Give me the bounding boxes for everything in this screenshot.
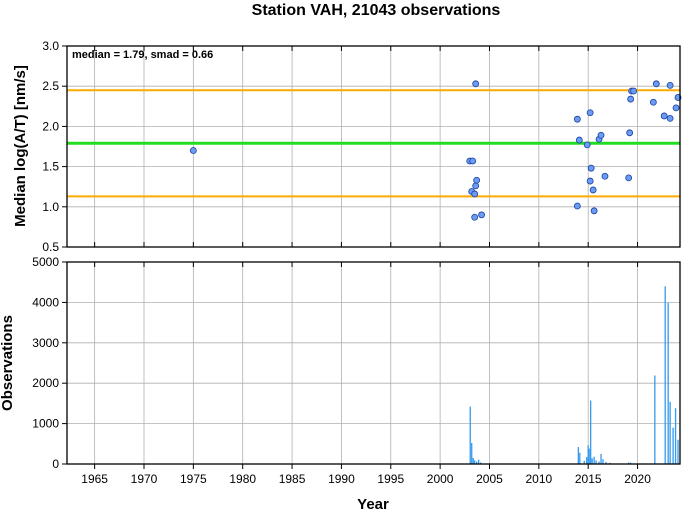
data-point [472, 80, 480, 88]
data-point [625, 174, 633, 182]
data-point [473, 176, 481, 184]
median-panel-ticks: 0.5 1.0 1.5 2.0 2.5 3.0 [42, 39, 639, 254]
data-point [586, 109, 594, 117]
data-point [471, 213, 479, 221]
x-tick-label: 1965 [81, 472, 108, 486]
data-point [630, 87, 638, 95]
x-tick-label: 2015 [575, 472, 602, 486]
x-tick-label: 1990 [328, 472, 355, 486]
y-tick-label: 1000 [32, 417, 59, 431]
y-tick-label: 2.5 [42, 79, 59, 93]
observations-panel: 1965 1970 1975 1980 1985 1990 1995 2000 2005 2010… [0, 255, 681, 511]
x-tick-label: 2005 [476, 472, 503, 486]
median-panel-points [189, 80, 682, 221]
data-point [660, 112, 668, 120]
y-tick-label: 1.0 [42, 200, 59, 214]
data-point [626, 129, 634, 137]
median-smad-annotation: median = 1.79, smad = 0.66 [72, 49, 213, 61]
data-point [583, 141, 591, 149]
x-tick-label: 2000 [427, 472, 454, 486]
x-tick-label: 1975 [180, 472, 207, 486]
observations-panel-ticks: 1965 1970 1975 1980 1985 1990 1995 2000 2005 2010… [32, 255, 651, 486]
data-point [478, 211, 485, 219]
data-point [573, 115, 581, 123]
y-tick-label: 4000 [32, 295, 59, 309]
x-tick-label: 1970 [131, 472, 158, 486]
x-axis-label: Year [357, 496, 389, 511]
x-tick-label: 1995 [377, 472, 404, 486]
data-point [627, 95, 635, 103]
y-tick-label: 0.5 [42, 240, 59, 254]
median-panel-frame [66, 45, 681, 248]
data-point [601, 172, 609, 180]
median-panel-reference-lines [67, 89, 680, 198]
observations-panel-ylabel: Observations [0, 315, 16, 411]
data-point [586, 177, 594, 185]
median-panel: 0.5 1.0 1.5 2.0 2.5 3.0 median = 1.79, smad =… [12, 39, 682, 254]
data-point [575, 136, 583, 144]
x-tick-label: 2020 [624, 472, 651, 486]
data-point [652, 80, 660, 88]
x-tick-label: 2010 [525, 472, 552, 486]
y-tick-label: 3.0 [42, 39, 59, 53]
y-tick-label: 5000 [32, 255, 59, 269]
data-point [672, 104, 680, 112]
observations-panel-grid [67, 261, 680, 465]
y-tick-label: 1.5 [42, 160, 59, 174]
chart-title: Station VAH, 21043 observations [252, 2, 501, 19]
median-panel-ylabel: Median log(A/T) [nm/s] [12, 65, 29, 227]
data-point [472, 182, 480, 190]
data-point [469, 157, 477, 165]
y-tick-label: 2000 [32, 376, 59, 390]
data-point [587, 164, 595, 172]
data-point [573, 202, 581, 210]
y-tick-label: 3000 [32, 336, 59, 350]
y-tick-label: 2.0 [42, 119, 59, 133]
x-tick-label: 1980 [229, 472, 256, 486]
data-point [189, 147, 197, 154]
observations-panel-bars [469, 286, 679, 464]
data-point [666, 114, 674, 122]
data-point [471, 190, 479, 198]
data-point [590, 207, 598, 215]
y-tick-label: 0 [52, 457, 59, 471]
x-tick-label: 1985 [279, 472, 306, 486]
observations-panel-frame [66, 261, 681, 465]
data-point [666, 81, 674, 89]
data-point [649, 98, 657, 106]
data-point [597, 131, 605, 139]
data-point [589, 186, 597, 194]
